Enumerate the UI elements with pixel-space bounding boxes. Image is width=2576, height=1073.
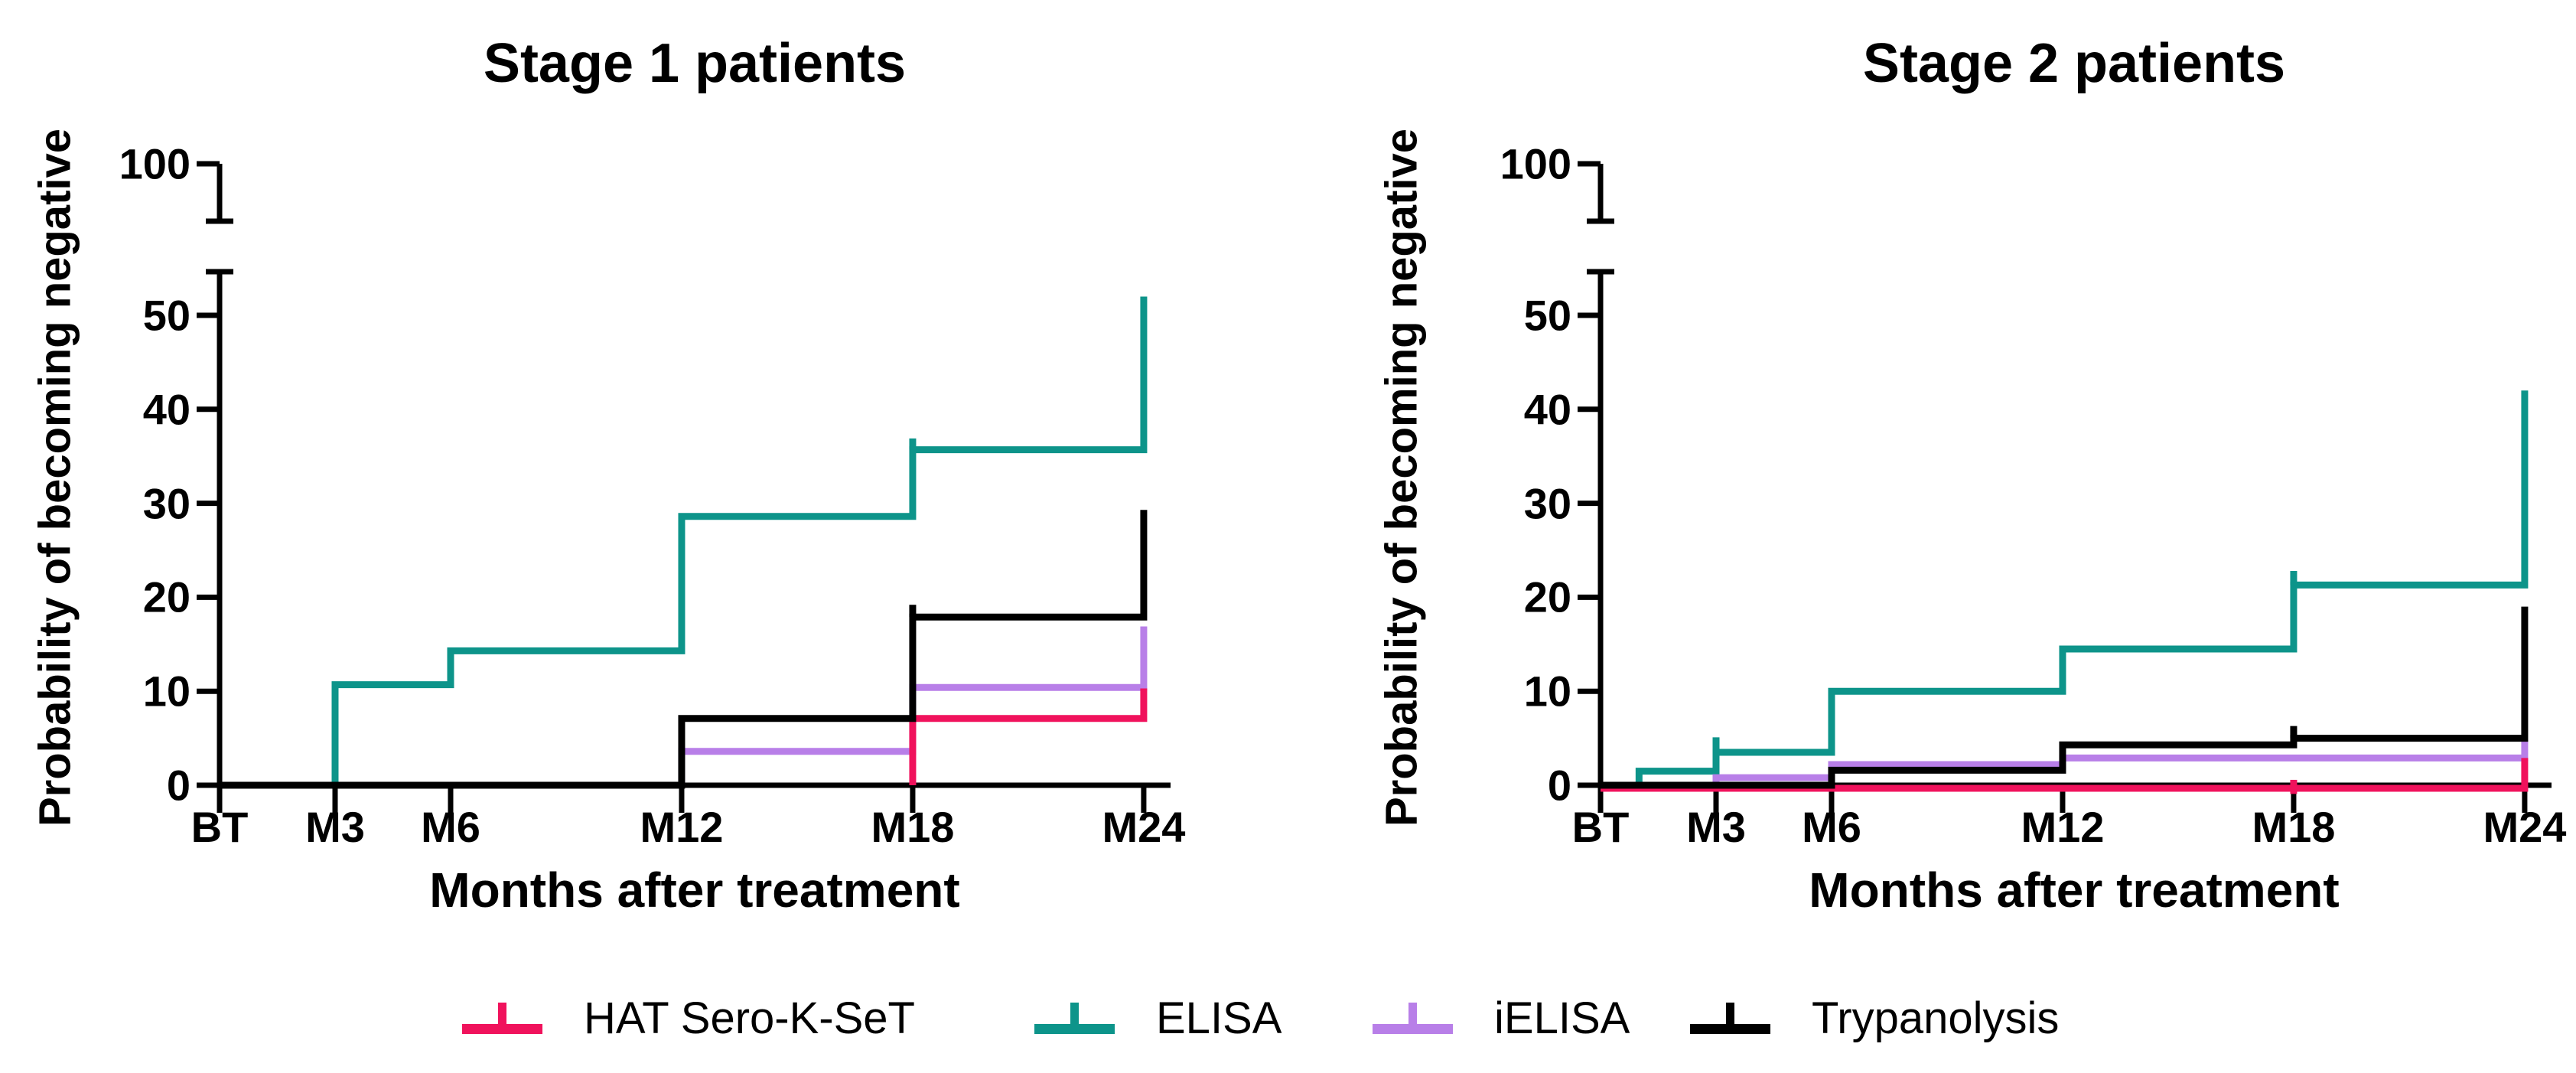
x-tick-label-M6-stage2: M6 xyxy=(1802,803,1861,851)
series-trypanolysis-stage2 xyxy=(1601,606,2529,789)
y-tick-label-30-stage1: 30 xyxy=(142,479,191,528)
x-tick-label-BT-stage1: BT xyxy=(191,803,249,851)
y-axis-label-stage1: Probability of becoming negative xyxy=(30,128,80,827)
y-tick-label-20-stage2: 20 xyxy=(1523,572,1571,621)
y-tick-label-100-stage2: 100 xyxy=(1500,139,1571,188)
legend-label: HAT Sero-K-SeT xyxy=(584,993,915,1043)
legend-key-km-tick-icon xyxy=(1034,1003,1115,1034)
legend-key-km-tick-icon xyxy=(1690,1003,1770,1034)
series-elisa-stage1 xyxy=(220,296,1148,789)
series-ielisa-stage2 xyxy=(1712,740,2529,785)
x-tick-label-BT-stage2: BT xyxy=(1571,803,1630,851)
legend-key-km-tick-icon xyxy=(462,1003,542,1034)
series-hat-sero-k-set-stage2 xyxy=(1601,758,2529,792)
legend-item-hat-sero-k-set: HAT Sero-K-SeT xyxy=(462,989,915,1047)
y-axis-label-stage2: Probability of becoming negative xyxy=(1376,128,1427,827)
y-tick-label-0-stage2: 0 xyxy=(1547,761,1571,810)
chart-title-stage2: Stage 2 patients xyxy=(1862,33,2286,94)
x-tick-label-M18-stage1: M18 xyxy=(871,803,955,851)
x-tick-label-M3-stage2: M3 xyxy=(1686,803,1746,851)
legend-item-elisa: ELISA xyxy=(1034,989,1281,1047)
x-tick-label-M18-stage2: M18 xyxy=(2252,803,2336,851)
y-tick-label-50-stage2: 50 xyxy=(1523,291,1571,340)
series-trypanolysis-stage1 xyxy=(220,510,1148,789)
series-hat-sero-k-set-stage1 xyxy=(909,688,1148,785)
x-tick-label-M6-stage1: M6 xyxy=(421,803,480,851)
series-elisa-stage2 xyxy=(1601,390,2529,789)
legend-label: Trypanolysis xyxy=(1812,993,2060,1043)
y-tick-label-10-stage2: 10 xyxy=(1523,667,1571,716)
y-tick-label-50-stage1: 50 xyxy=(142,291,191,340)
x-axis-label-stage1: Months after treatment xyxy=(429,863,960,918)
y-tick-label-0-stage1: 0 xyxy=(166,761,191,810)
legend-label: ELISA xyxy=(1156,993,1282,1043)
x-tick-label-M12-stage1: M12 xyxy=(640,803,724,851)
x-tick-label-M24-stage2: M24 xyxy=(2483,803,2567,851)
legend-key-km-tick-icon xyxy=(1373,1003,1453,1034)
x-axis-label-stage2: Months after treatment xyxy=(1809,863,2340,918)
y-tick-label-40-stage1: 40 xyxy=(142,385,191,434)
y-tick-label-30-stage2: 30 xyxy=(1523,479,1571,528)
legend-label: iELISA xyxy=(1494,993,1630,1043)
chart-title-stage1: Stage 1 patients xyxy=(483,33,907,94)
y-tick-label-10-stage1: 10 xyxy=(142,667,191,716)
y-tick-label-20-stage1: 20 xyxy=(142,572,191,621)
legend-item-ielisa: iELISA xyxy=(1373,989,1630,1047)
y-tick-label-40-stage2: 40 xyxy=(1523,385,1571,434)
legend-item-trypanolysis: Trypanolysis xyxy=(1690,989,2059,1047)
y-tick-label-100-stage1: 100 xyxy=(119,139,191,188)
x-tick-label-M12-stage2: M12 xyxy=(2021,803,2105,851)
x-tick-label-M24-stage1: M24 xyxy=(1102,803,1186,851)
x-tick-label-M3-stage1: M3 xyxy=(305,803,365,851)
